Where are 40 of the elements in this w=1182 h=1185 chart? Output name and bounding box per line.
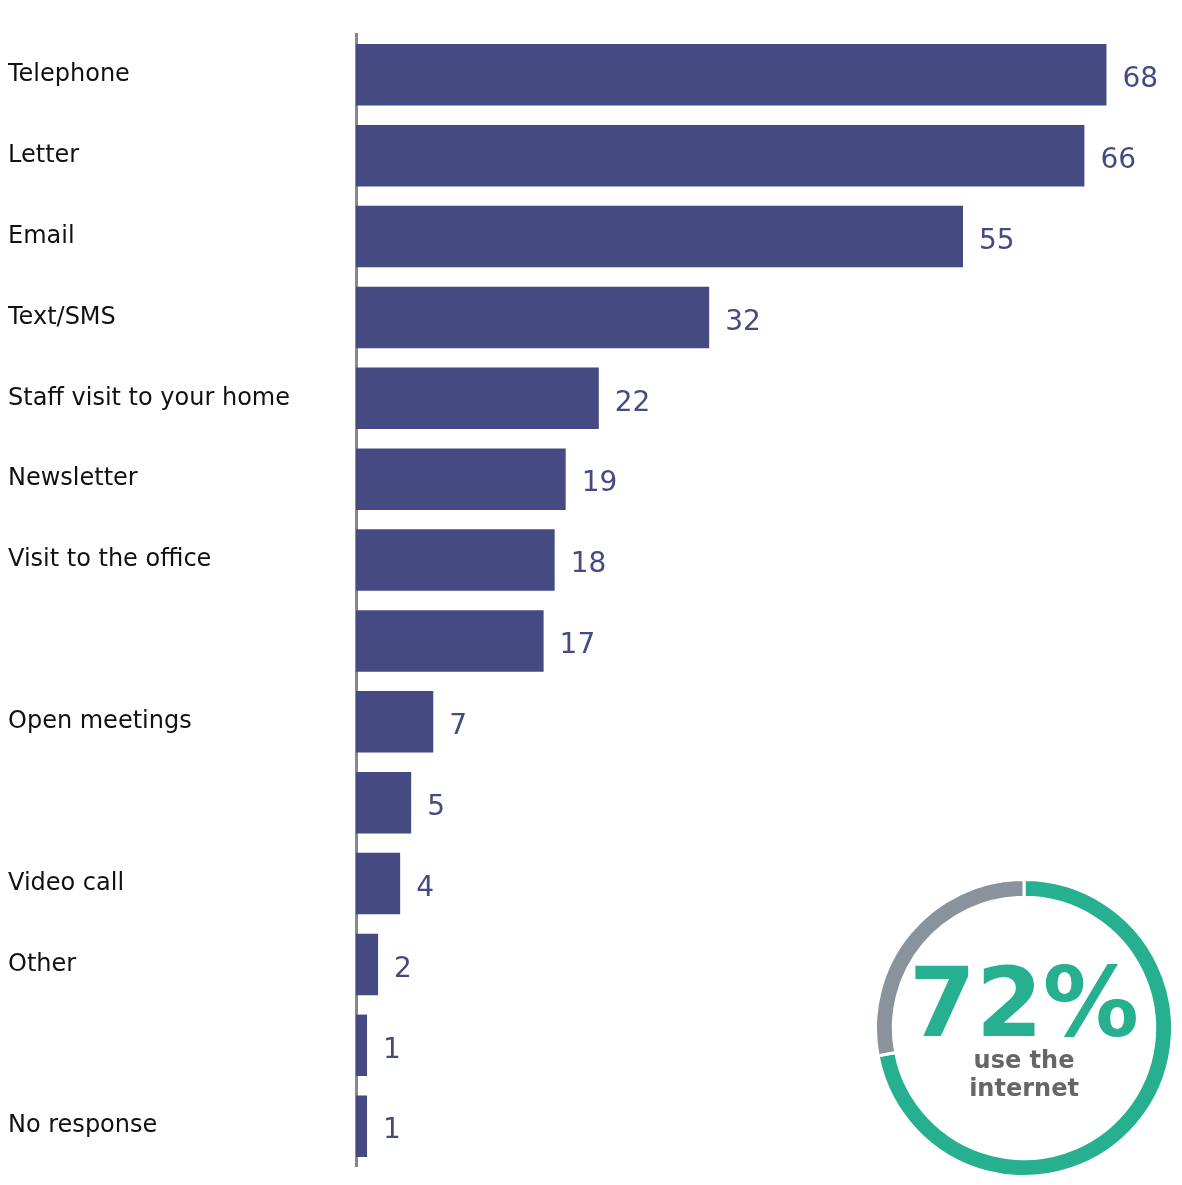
data-label: 55 [978, 222, 1015, 256]
y-tick-label: Newsletter [8, 463, 138, 492]
data-label: 18 [570, 546, 607, 580]
bar [356, 529, 555, 591]
bar [356, 1014, 368, 1077]
data-label: 4 [416, 869, 434, 903]
y-tick-label: Email [8, 220, 75, 249]
bar [356, 448, 566, 510]
data-label: 66 [1100, 141, 1137, 175]
bar [356, 367, 599, 430]
bar [356, 691, 434, 753]
y-tick-label: Letter [8, 139, 80, 168]
bar [356, 124, 1085, 187]
data-label: 32 [725, 303, 761, 337]
y-tick-label: Open meetings [8, 706, 192, 735]
bar [356, 933, 379, 996]
y-tick-label: Other [8, 948, 77, 977]
y-tick-label: Telephone [7, 59, 130, 88]
data-label: 19 [581, 465, 618, 499]
data-label: 1 [383, 1112, 401, 1146]
data-label: 5 [427, 788, 446, 822]
data-label: 68 [1122, 61, 1159, 95]
data-label: 1 [383, 1031, 401, 1065]
y-tick-label: Visit to the office [8, 544, 212, 573]
y-tick-label: Staff visit to your home [8, 382, 290, 411]
y-tick-label: No response [8, 1110, 158, 1139]
data-label: 22 [614, 384, 651, 418]
slice-label: use the internet [969, 1046, 1079, 1102]
bar [356, 610, 544, 672]
bar [356, 205, 963, 268]
data-label: 2 [394, 950, 412, 984]
data-label: 17 [559, 627, 596, 661]
bar [356, 286, 710, 349]
bar [356, 852, 401, 915]
y-tick-label: Video call [8, 867, 125, 896]
bar [356, 771, 412, 834]
bar [356, 1095, 368, 1157]
bar [356, 44, 1107, 106]
data-label: 7 [449, 708, 468, 742]
y-tick-label: Text/SMS [7, 301, 116, 330]
